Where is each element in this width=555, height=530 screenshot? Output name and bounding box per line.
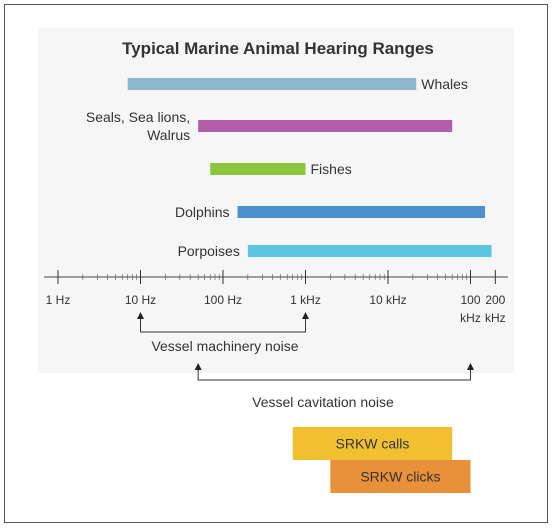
vessel-cavitation-noise-arrow-high [467, 363, 474, 370]
tick-label-1-hz: 1 Hz [46, 293, 71, 307]
srkw-clicks-label: SRKW clicks [360, 469, 440, 485]
range-bar-fishes [210, 163, 306, 175]
range-label-whales: Whales [421, 76, 468, 92]
range-label-porpoises: Porpoises [178, 243, 240, 259]
range-label-seals-sea-lions-walrus: Seals, Sea lions, Walrus [86, 109, 190, 143]
srkw-calls-label: SRKW calls [336, 436, 410, 452]
range-bar-dolphins [237, 206, 486, 218]
vessel-cavitation-noise-label: Vessel cavitation noise [252, 394, 394, 410]
tick-label-100-khz: 100 kHz [460, 293, 481, 325]
tick-label-10-khz: 10 kHz [369, 293, 406, 307]
tick-label-1-khz: 1 kHz [290, 293, 321, 307]
range-bar-seals-sea-lions-walrus [198, 120, 453, 132]
range-label-dolphins: Dolphins [175, 204, 229, 220]
vessel-noise-ranges: Vessel machinery noise Vessel cavitation … [137, 312, 474, 410]
tick-label-100-hz: 100 Hz [204, 293, 242, 307]
range-bar-porpoises [247, 245, 492, 257]
range-bar-whales [127, 78, 417, 90]
vessel-machinery-noise-arrow-high [302, 312, 309, 319]
srkw-calls-box [292, 427, 453, 460]
species-ranges: Whales Seals, Sea lions, Walrus Fishes Dolph… [86, 76, 492, 259]
vessel-machinery-noise-arrow-low [137, 312, 144, 319]
vessel-cavitation-noise-arrow-low [194, 363, 202, 370]
range-label-fishes: Fishes [311, 161, 352, 177]
tick-label-200-khz: 200 kHz [485, 293, 506, 325]
vessel-cavitation-noise-bracket [197, 369, 471, 381]
srkw-clicks-box [330, 460, 471, 493]
srkw-ranges: SRKW calls SRKW clicks [292, 427, 471, 493]
vessel-machinery-noise-label: Vessel machinery noise [151, 338, 298, 354]
vessel-machinery-noise-bracket [140, 318, 306, 333]
chart-title: Typical Marine Animal Hearing Ranges [122, 39, 434, 58]
tick-label-10-hz: 10 Hz [125, 293, 156, 307]
